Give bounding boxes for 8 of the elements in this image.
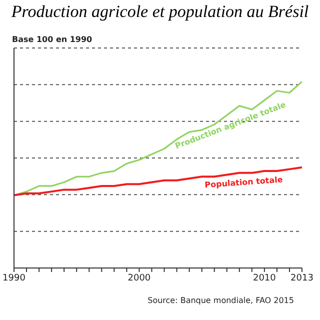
series-label: Population totale — [204, 175, 284, 190]
chart-title: Production agricole et population au Brésil — [10, 2, 310, 22]
source-note: Source: Banque mondiale, FAO 2015 — [148, 296, 294, 305]
x-tick-label: 2010 — [252, 273, 276, 284]
x-tick-label: 1990 — [2, 273, 26, 284]
x-tick-label: 2000 — [128, 273, 151, 284]
y-axis-title: Base 100 en 1990 — [12, 35, 92, 44]
x-tick-label: 2013 — [290, 273, 314, 284]
